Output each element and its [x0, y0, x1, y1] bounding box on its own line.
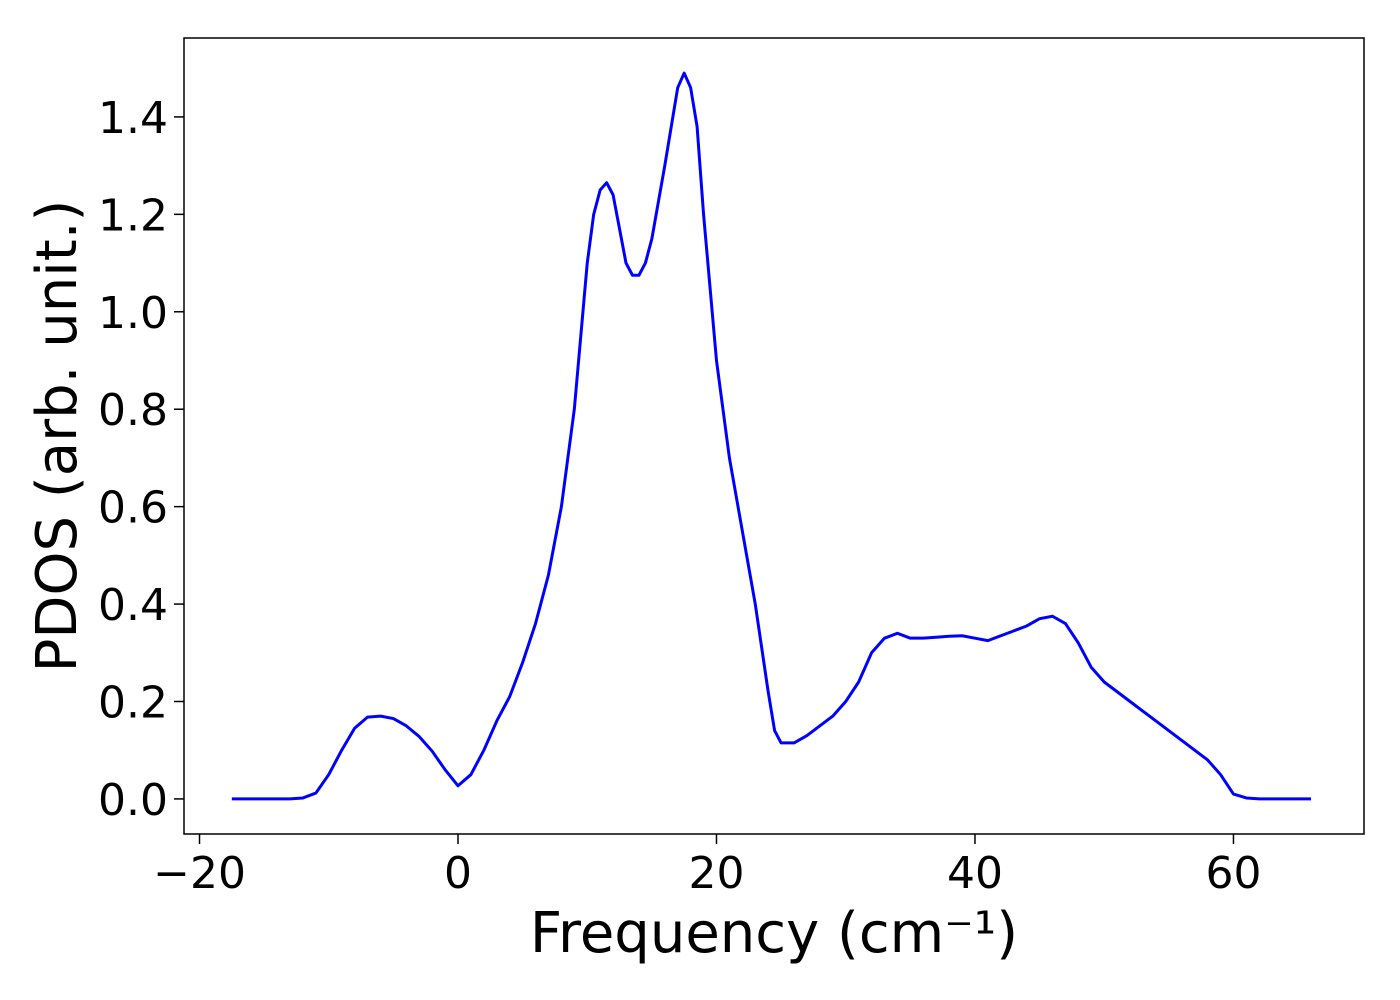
x-tick-label: 40 — [947, 848, 1003, 899]
y-tick-label: 1.4 — [98, 93, 168, 144]
y-tick-label: 0.6 — [98, 483, 168, 534]
y-tick-label: 0.2 — [98, 677, 168, 728]
data-line — [231, 71, 1312, 801]
y-axis-label: PDOS (arb. unit.) — [25, 200, 90, 673]
x-axis-label: Frequency (cm⁻¹) — [530, 901, 1018, 966]
y-tick-label: 0.8 — [98, 385, 168, 436]
x-tick-label: −20 — [153, 848, 246, 899]
x-tick-label: 0 — [444, 848, 472, 899]
y-tick-label: 1.2 — [98, 190, 168, 241]
x-tick-label: 60 — [1205, 848, 1261, 899]
plot-frame — [183, 37, 1365, 835]
x-tick-label: 20 — [688, 848, 744, 899]
y-tick-label: 1.0 — [98, 288, 168, 339]
y-tick-label: 0.4 — [98, 580, 168, 631]
y-tick-label: 0.0 — [98, 775, 168, 826]
